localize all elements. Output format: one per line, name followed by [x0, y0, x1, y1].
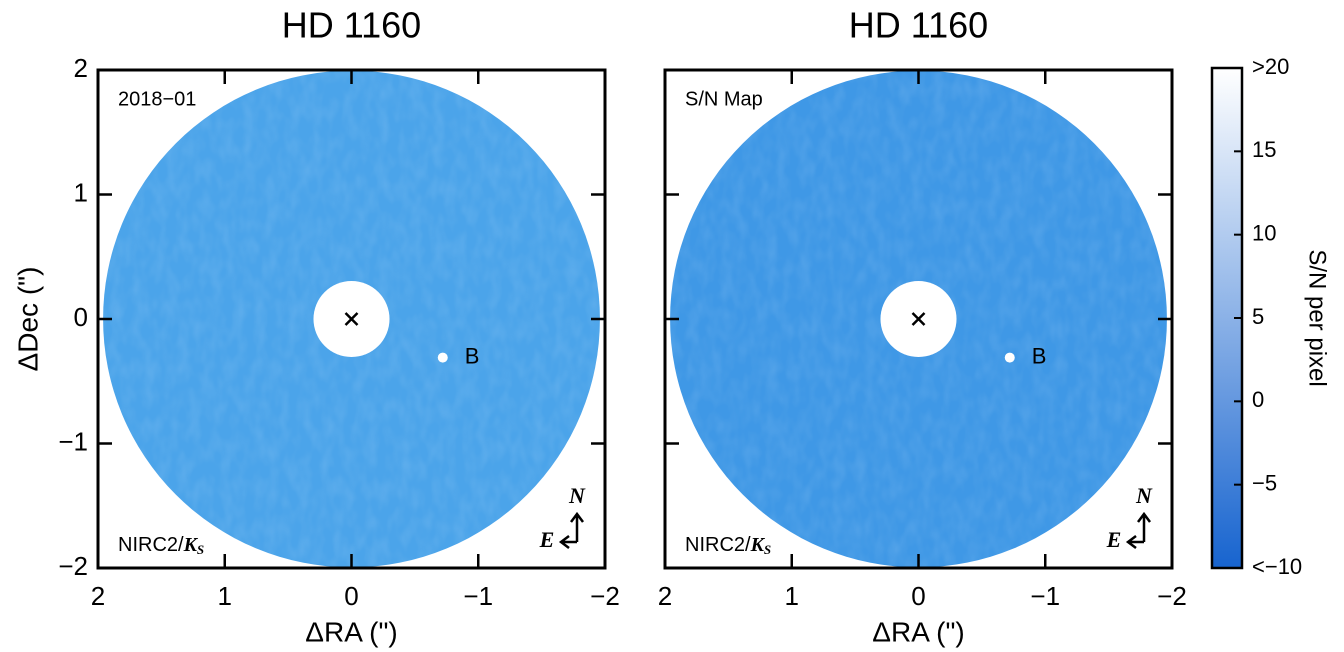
colorbar-tick-label: <−10 — [1252, 554, 1302, 579]
instrument: NIRC2/ — [685, 534, 751, 556]
colorbar-tick-label: 10 — [1252, 220, 1276, 245]
companion-label: B — [1032, 343, 1047, 368]
panel-title: HD 1160 — [282, 5, 421, 46]
x-axis-label: ΔRA (") — [872, 616, 964, 647]
x-tick-label: 0 — [911, 581, 925, 611]
colorbar-tick-label: 0 — [1252, 387, 1264, 412]
band-sub: S — [197, 542, 204, 557]
x-tick-label: 2 — [658, 581, 672, 611]
panel-title: HD 1160 — [849, 5, 988, 46]
y-tick-label: −2 — [58, 551, 88, 581]
colorbar-tick-label: −5 — [1252, 470, 1277, 495]
companion — [1004, 352, 1015, 363]
companion — [437, 352, 448, 363]
x-tick-label: −2 — [1157, 581, 1187, 611]
band: K — [750, 534, 766, 556]
colorbar-label: S/N per pixel — [1304, 249, 1331, 386]
panel-label: 2018−01 — [118, 88, 196, 110]
colorbar-tick-label: 15 — [1252, 137, 1276, 162]
instrument: NIRC2/ — [118, 534, 184, 556]
x-tick-label: 1 — [785, 581, 799, 611]
colorbar-tick-label: 5 — [1252, 304, 1264, 329]
compass-north: N — [568, 483, 586, 508]
band-sub: S — [764, 542, 771, 557]
x-tick-label: 2 — [91, 581, 105, 611]
panel-label: S/N Map — [685, 88, 763, 110]
compass-east: E — [539, 527, 555, 552]
compass-arrows — [1125, 511, 1151, 549]
x-tick-label: −1 — [1030, 581, 1060, 611]
star — [911, 312, 926, 326]
y-tick-label: 2 — [74, 53, 88, 83]
x-axis-label: ΔRA (") — [305, 616, 397, 647]
x-tick-label: −2 — [590, 581, 620, 611]
y-tick-label: 1 — [74, 177, 88, 207]
companion-label: B — [465, 343, 480, 368]
y-tick-label: −1 — [58, 426, 88, 456]
compass-north: N — [1135, 483, 1153, 508]
y-tick-label: 0 — [74, 302, 88, 332]
instrument-label: NIRC2/KS — [118, 534, 204, 557]
instrument-label: NIRC2/KS — [685, 534, 771, 557]
x-tick-label: −1 — [463, 581, 493, 611]
x-tick-label: 0 — [344, 581, 358, 611]
y-axis-label: ΔDec (") — [12, 267, 43, 372]
x-tick-label: 1 — [218, 581, 232, 611]
band: K — [183, 534, 199, 556]
colorbar-tick-label: >20 — [1252, 54, 1289, 79]
star — [344, 312, 359, 326]
compass-arrows — [558, 511, 584, 549]
compass-east: E — [1106, 527, 1122, 552]
